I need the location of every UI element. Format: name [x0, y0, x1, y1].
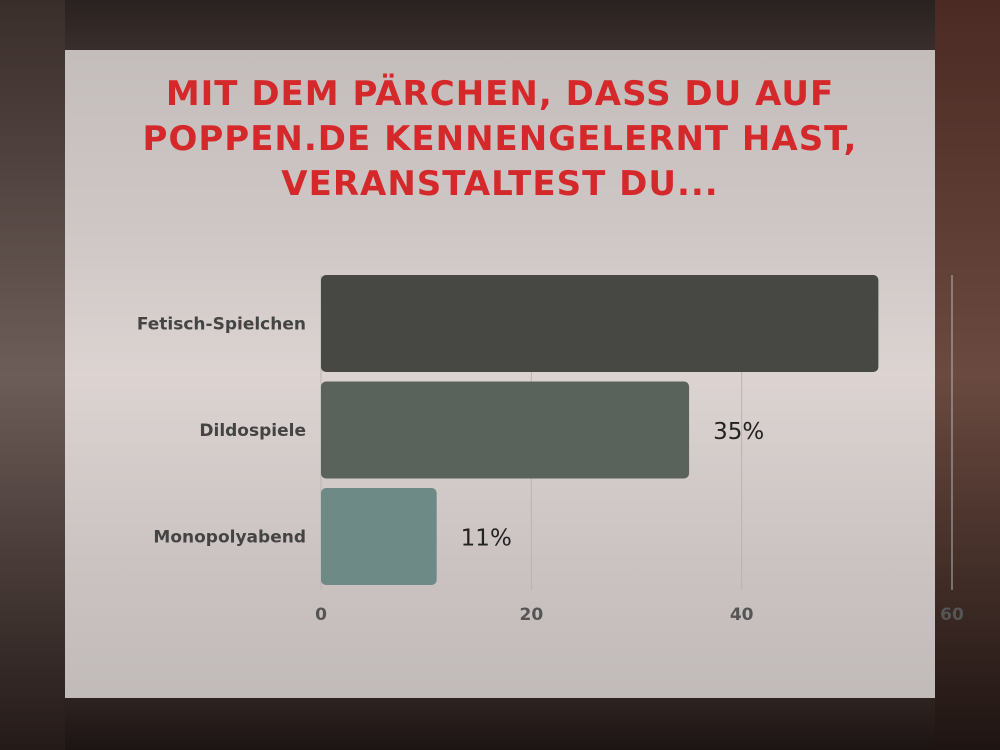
- data-label: 35%: [713, 419, 764, 445]
- bar-fetisch-spielchen: [321, 275, 879, 372]
- background-photo-right: [935, 0, 1000, 750]
- x-tick-label: 60: [940, 605, 964, 625]
- bar-dildospiele: [321, 381, 690, 479]
- x-tick-label: 40: [730, 605, 754, 625]
- bar-monopolyabend: [321, 488, 437, 585]
- category-label: Fetisch-Spielchen: [137, 315, 306, 335]
- x-tick-label: 20: [519, 605, 543, 625]
- chart-panel: [65, 50, 935, 698]
- category-label: Dildospiele: [199, 421, 306, 441]
- category-label: Monopolyabend: [153, 528, 306, 548]
- data-label: 11%: [461, 526, 512, 552]
- chart-title: MIT DEM PÄRCHEN, DASS DU AUF POPPEN.DE K…: [142, 74, 858, 204]
- background-photo-left: [0, 0, 65, 750]
- x-tick-label: 0: [315, 605, 327, 625]
